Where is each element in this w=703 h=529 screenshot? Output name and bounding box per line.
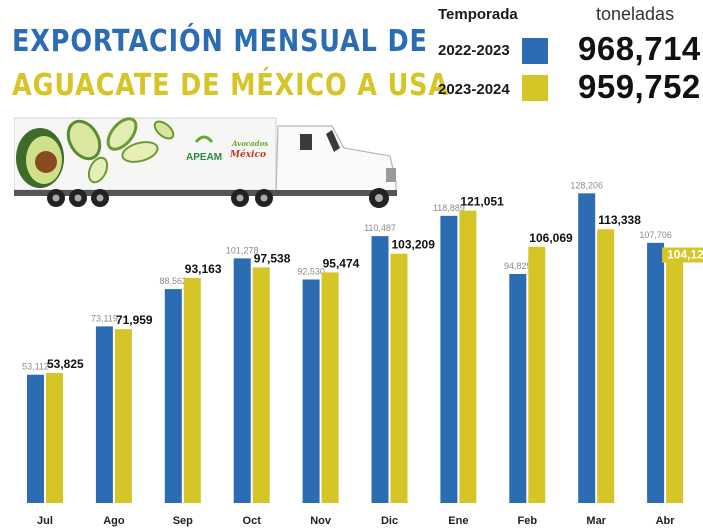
truck-illustration: APEAM Avocados México [14,117,397,208]
value-label-2022-2023-ago: 73,119 [91,313,118,323]
cab-windshield [326,130,340,152]
x-tick-abr: Abr [656,515,676,527]
value-label-2022-2023-oct: 101,278 [226,245,259,255]
bar-2023-2024-ago [114,329,132,503]
value-label-2022-2023-mar: 128,206 [570,180,603,190]
value-label-2022-2023-sep: 88,562 [160,276,188,286]
apeam-logo: APEAM [186,135,222,163]
value-label-2023-2024-feb: 106,069 [529,231,573,245]
avocados-text: Avocados [231,139,268,148]
grille [386,168,396,182]
value-label-2023-2024-dic: 103,209 [392,238,436,252]
x-tick-ene: Ene [448,515,468,527]
value-label-2022-2023-dic: 110,487 [364,223,396,233]
x-tick-ago: Ago [103,515,125,527]
bar-2022-2023-feb [509,273,527,503]
value-label-2022-2023-feb: 94,825 [504,261,532,271]
value-label-2022-2023-abr: 107,706 [639,230,672,240]
value-label-2023-2024-abr: 104,126 [667,247,703,261]
x-tick-oct: Oct [243,515,262,527]
bar-2022-2023-ene [440,215,458,503]
value-label-2022-2023-nov: 92,530 [297,267,325,277]
value-label-2023-2024-mar: 113,338 [598,213,641,227]
x-tick-sep: Sep [173,515,193,527]
mexico-text: México [229,149,266,160]
apeam-text: APEAM [186,152,222,163]
bar-2022-2023-ago [95,326,113,503]
bar-2023-2024-oct [252,267,270,503]
bar-2023-2024-abr [666,251,684,503]
legend-total-1: 968,714 [578,30,701,67]
bar-2022-2023-oct [233,258,251,503]
value-label-2023-2024-nov: 95,474 [323,256,360,270]
bar-2022-2023-dic [371,236,389,503]
value-label-2023-2024-ene: 121,051 [460,195,504,209]
x-tick-dic: Dic [381,515,398,527]
value-label-2023-2024-jul: 53,825 [47,357,84,371]
bar-2022-2023-jul [27,374,44,503]
value-label-2022-2023-ene: 118,889 [433,203,465,213]
avocados-mexico-logo: Avocados México [229,139,268,160]
legend-heading: Temporada [438,6,518,23]
bar-2023-2024-feb [528,246,546,504]
bar-2023-2024-dic [390,253,408,503]
x-tick-jul: Jul [37,515,53,527]
legend-season-1: 2022-2023 [438,42,510,59]
legend-swatch-yellow [522,75,548,101]
chart-title-line1: EXPORTACIÓN MENSUAL DE [12,24,428,59]
wheels [47,188,389,208]
value-label-2023-2024-sep: 93,163 [185,262,222,276]
value-label-2023-2024-ago: 71,959 [116,313,153,327]
bar-2023-2024-sep [183,277,201,503]
bar-2023-2024-ene [459,210,477,503]
cab-side-window [300,134,312,150]
bar-2022-2023-abr [647,242,665,504]
units-label: toneladas [596,4,675,24]
bar-2022-2023-nov [302,279,320,503]
avocado-art [16,117,175,188]
legend-total-2: 959,752 [578,68,701,105]
x-tick-feb: Feb [518,515,538,527]
chart-title-line2: AGUACATE DE MÉXICO A USA [12,68,449,103]
legend-season-2: 2023-2024 [438,81,510,98]
x-tick-mar: Mar [586,515,606,527]
x-tick-nov: Nov [310,515,332,527]
value-label-2022-2023-jul: 53,112 [22,362,49,372]
bar-2023-2024-nov [321,272,339,503]
highlight-label-bg [662,247,703,263]
value-label-2023-2024-oct: 97,538 [254,251,291,265]
bar-2023-2024-jul [46,372,63,503]
bar-2023-2024-mar [597,229,615,504]
legend-swatch-blue [522,38,548,64]
bar-2022-2023-mar [578,193,596,504]
bar-2022-2023-sep [164,289,182,503]
